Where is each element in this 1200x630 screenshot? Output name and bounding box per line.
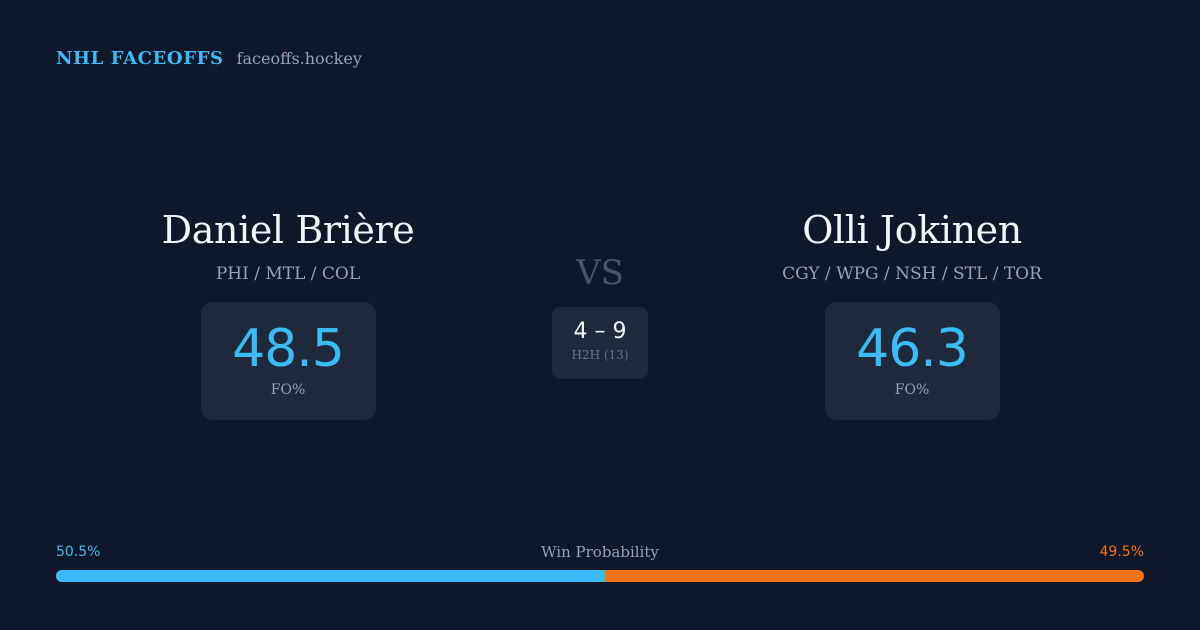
player-right-name: Olli Jokinen [802,208,1022,252]
win-probability-bar [56,570,1144,582]
player-right-teams: CGY / WPG / NSH / STL / TOR [782,264,1042,284]
win-probability-bar-left-fill [56,570,606,582]
h2h-card: 4 – 9 H2H (13) [552,307,648,379]
player-left: Daniel Brière PHI / MTL / COL 48.5 FO% [88,204,488,420]
player-left-teams: PHI / MTL / COL [215,264,361,284]
player-left-fo-pct: 48.5 [232,319,345,379]
brand-domain: faceoffs.hockey [236,49,362,68]
win-probability-right-label: 49.5% [1099,544,1144,560]
player-left-stat-card: 48.5 FO% [200,302,376,420]
h2h-score: 4 – 9 [573,319,627,344]
player-right-stat-card: 46.3 FO% [824,302,1000,420]
player-left-name: Daniel Brière [161,208,415,252]
brand-header: NHL FACEOFFS faceoffs.hockey [56,48,362,69]
player-left-fo-label: FO% [270,382,306,398]
player-right: Olli Jokinen CGY / WPG / NSH / STL / TOR… [712,204,1112,420]
win-probability-left-label: 50.5% [56,544,101,560]
win-probability-title: Win Probability [541,543,659,561]
brand-name: NHL FACEOFFS [56,48,224,69]
player-right-fo-pct: 46.3 [856,319,969,379]
vs-label: VS [576,253,624,293]
player-right-fo-label: FO% [894,382,930,398]
h2h-label: H2H (13) [571,348,629,362]
